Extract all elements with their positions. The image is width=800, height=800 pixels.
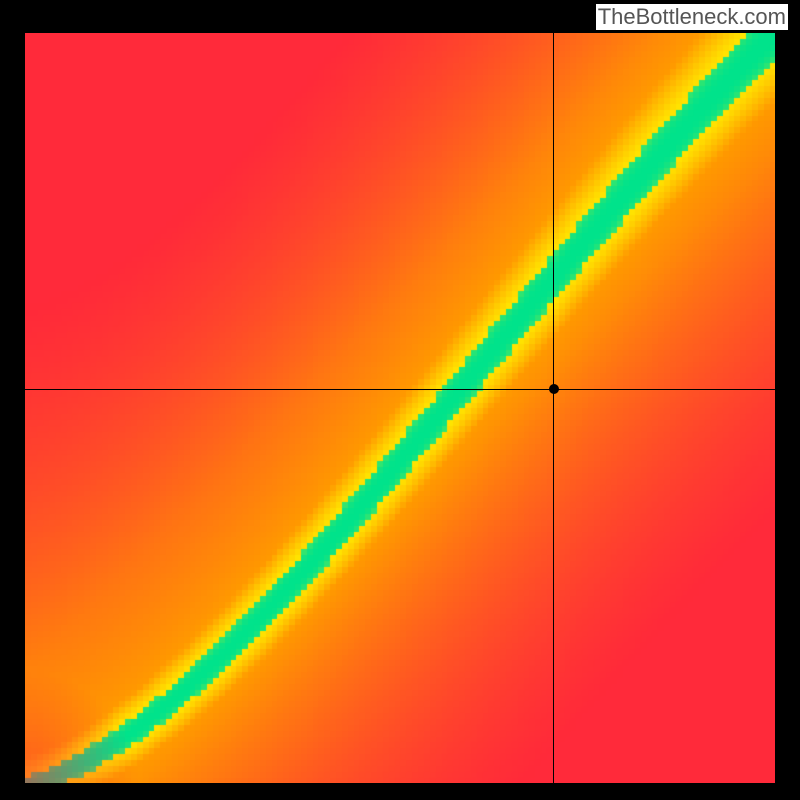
crosshair-marker: [549, 384, 559, 394]
chart-container: TheBottleneck.com: [0, 0, 800, 800]
heatmap-plot: [25, 33, 775, 783]
heatmap-canvas: [25, 33, 775, 783]
attribution-label: TheBottleneck.com: [596, 4, 788, 30]
crosshair-vertical: [553, 33, 554, 783]
crosshair-horizontal: [25, 389, 775, 390]
